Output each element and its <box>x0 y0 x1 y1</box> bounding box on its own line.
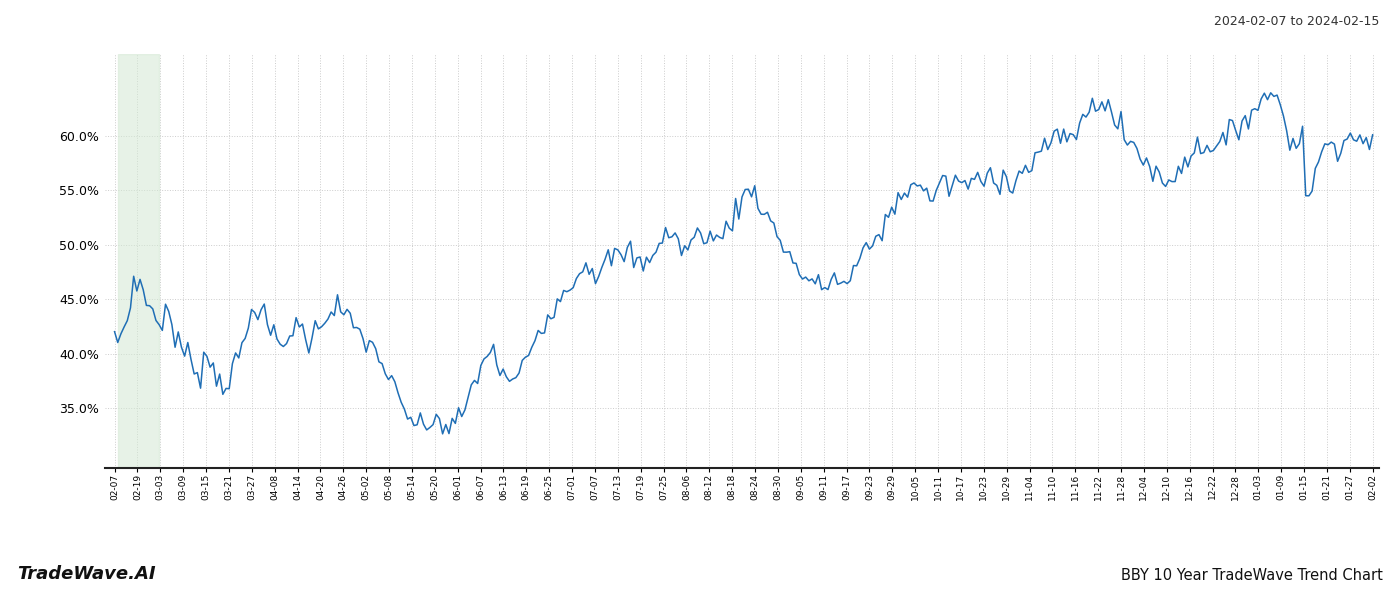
Text: BBY 10 Year TradeWave Trend Chart: BBY 10 Year TradeWave Trend Chart <box>1121 568 1383 583</box>
Text: TradeWave.AI: TradeWave.AI <box>17 565 155 583</box>
Text: 2024-02-07 to 2024-02-15: 2024-02-07 to 2024-02-15 <box>1214 15 1379 28</box>
Bar <box>118 54 160 468</box>
